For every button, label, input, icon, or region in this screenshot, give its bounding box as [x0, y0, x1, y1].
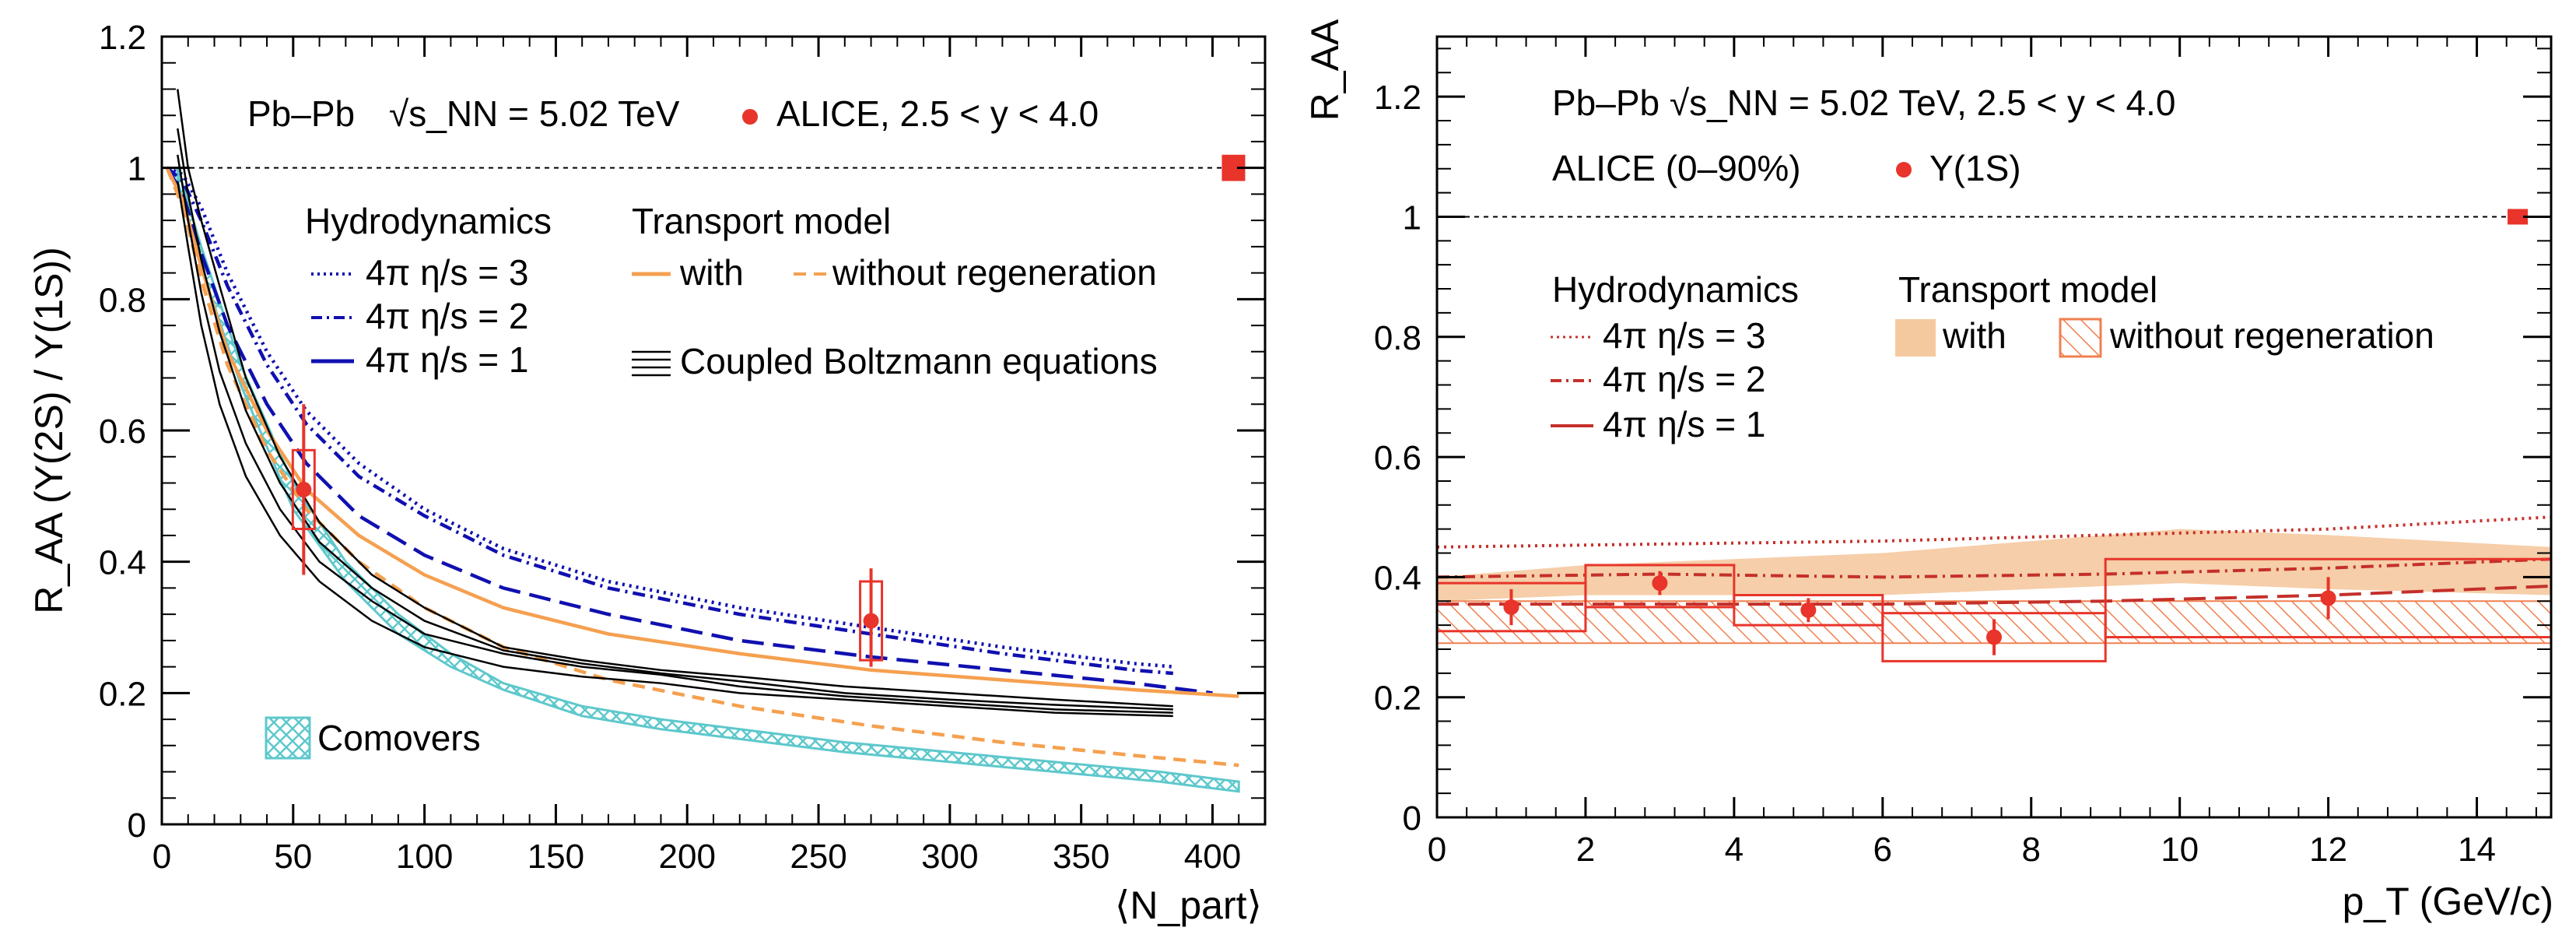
right-y-axis-label: R_AA [1303, 19, 1347, 121]
left-legend-hydro1: 4π η/s = 1 [366, 339, 528, 380]
R-x-tick-label: 10 [2161, 831, 2199, 869]
right-legend-hydro1: 4π η/s = 1 [1603, 404, 1765, 444]
left-series-line-2 [167, 168, 1213, 694]
R-x-tick-label: 2 [1576, 831, 1595, 869]
L-x-tick-label: 50 [274, 838, 312, 876]
left-alice-marker-icon [742, 109, 758, 125]
right-panel: 0 2 4 6 8 10 12 14 0 0.2 0.4 0.6 0.8 1 1.2 R_AA p_T (G… [1303, 19, 2553, 923]
figure: 0 50 100 150 200 250 300 350 40000.20.40.60.811.… [0, 0, 2576, 952]
L-data-point [864, 613, 879, 629]
L-y-tick-label: 1.2 [99, 19, 146, 57]
right-legend-hydro3: 4π η/s = 3 [1603, 315, 1765, 356]
left-header-energy: √s_NN = 5.02 TeV [389, 93, 680, 134]
L-x-tick-label: 400 [1184, 838, 1241, 876]
left-header-alice: ALICE, 2.5 < y < 4.0 [776, 93, 1099, 134]
L-x-tick-label: 100 [396, 838, 453, 876]
left-series-line-5 [177, 89, 1173, 706]
right-header-upsilon: Υ(1S) [1929, 148, 2021, 188]
left-x-axis-label: ⟨N_part⟩ [1115, 883, 1262, 927]
left-legend-transport-title: Transport model [632, 201, 891, 241]
L-x-tick-label: 250 [790, 838, 846, 876]
left-legend-hydro-title: Hydrodynamics [305, 201, 552, 241]
left-legend-hydro2: 4π η/s = 2 [366, 296, 528, 336]
right-legend-hydro2: 4π η/s = 2 [1603, 359, 1765, 399]
R-y-tick-label: 1.2 [1374, 79, 1421, 117]
L-y-tick-label: 0.6 [99, 413, 146, 451]
R-x-tick-label: 6 [1873, 831, 1892, 869]
R-y-tick-label: 0.8 [1374, 319, 1421, 357]
left-panel: 0 50 100 150 200 250 300 350 400 0 0.2 0.4 0.6 0.8 1 1.… [27, 19, 1265, 927]
right-legend-transport-title: Transport model [1898, 269, 2157, 310]
right-alice-marker-icon [1896, 162, 1912, 177]
L-y-tick-label: 0.8 [99, 281, 146, 319]
right-header-line2: ALICE (0–90%) [1552, 148, 1801, 188]
right-x-axis-label: p_T (GeV/c) [2343, 880, 2553, 923]
R-data-point [1800, 602, 1816, 618]
left-legend-comovers: Comovers [317, 718, 481, 758]
L-y-tick-label: 0 [128, 806, 146, 845]
right-legend-hydro-title: Hydrodynamics [1552, 269, 1799, 310]
right-legend-with: with [1942, 315, 2006, 356]
right-legend-without: without regeneration [2109, 315, 2434, 356]
R-y-tick-label: 0.4 [1374, 559, 1421, 597]
R-x-tick-label: 8 [2021, 831, 2040, 869]
L-y-tick-label: 0.4 [99, 544, 146, 582]
R-y-tick-label: 0.6 [1374, 439, 1421, 477]
left-legend-with: with [679, 252, 744, 293]
L-x-tick-label: 150 [527, 838, 584, 876]
right-legend-with-swatch [1895, 319, 1936, 357]
left-legend-without: without regeneration [832, 252, 1157, 293]
L-y-tick-label: 1 [128, 150, 146, 188]
R-y-tick-label: 0 [1403, 799, 1421, 838]
left-legend-boltzmann: Coupled Boltzmann equations [680, 341, 1158, 381]
R-data-point [1652, 575, 1667, 591]
L-x-tick-label: 200 [659, 838, 716, 876]
R-x-tick-label: 0 [1428, 831, 1446, 869]
left-y-axis-label: R_AA (Υ(2S) / Υ(1S)) [27, 247, 71, 613]
R-data-point [2321, 590, 2336, 606]
L-x-tick-label: 350 [1053, 838, 1109, 876]
left-legend-hydro3: 4π η/s = 3 [366, 252, 528, 293]
R-data-point [1986, 630, 2002, 645]
right-legend-without-swatch [2060, 319, 2101, 357]
left-series-line-1 [167, 168, 1173, 673]
L-y-tick-label: 0.2 [99, 675, 146, 713]
left-series-line-3 [167, 168, 1239, 697]
left-series-line-0 [167, 168, 1173, 667]
left-legend-boltzmann-swatch [632, 352, 671, 375]
left-header-system: Pb–Pb [247, 93, 355, 134]
R-y-tick-label: 0.2 [1374, 680, 1421, 718]
L-x-tick-label: 0 [152, 838, 171, 876]
left-legend-comovers-swatch [266, 718, 310, 758]
L-data-point [296, 482, 311, 497]
right-header-line1: Pb–Pb √s_NN = 5.02 TeV, 2.5 < y < 4.0 [1552, 83, 2175, 123]
R-x-tick-label: 4 [1725, 831, 1744, 869]
R-y-tick-label: 1 [1403, 198, 1421, 237]
L-x-tick-label: 300 [921, 838, 978, 876]
R-x-tick-label: 14 [2458, 831, 2496, 869]
R-x-tick-label: 12 [2309, 831, 2347, 869]
R-data-point [1503, 599, 1519, 615]
